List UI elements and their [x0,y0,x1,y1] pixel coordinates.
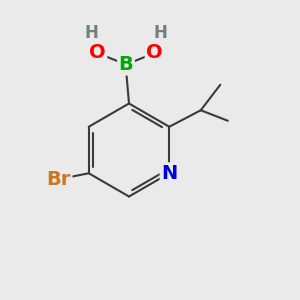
Text: B: B [118,55,134,74]
Text: H: H [85,24,98,42]
Text: Br: Br [46,170,71,189]
Text: O: O [89,43,106,62]
Text: O: O [146,43,163,62]
Text: N: N [161,164,177,183]
Text: H: H [154,24,167,42]
